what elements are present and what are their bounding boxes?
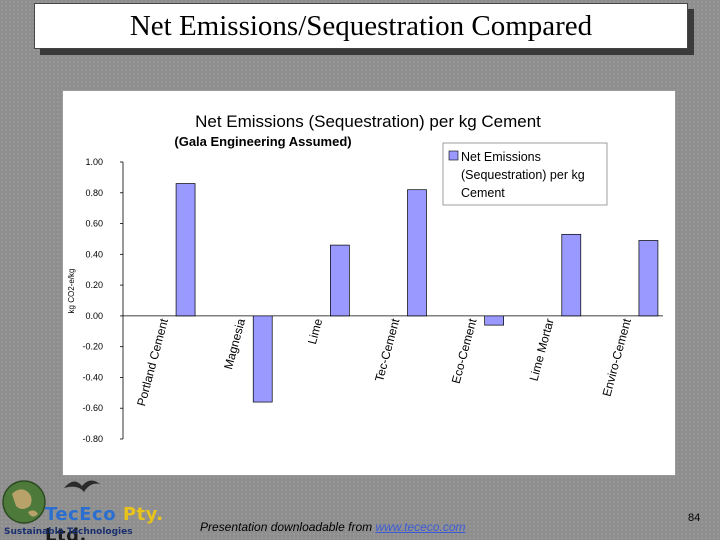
y-tick-label: 1.00 <box>85 157 103 167</box>
legend-line-2: (Sequestration) per kg <box>461 168 585 182</box>
category-label: Eco-Cement <box>449 316 480 385</box>
logo-tagline: Sustainable Technologies <box>4 527 133 537</box>
footer-link[interactable]: www.tececo.com <box>375 520 466 534</box>
logo-brand-tec: TecEco <box>45 504 117 525</box>
category-label: Portland Cement <box>134 316 171 407</box>
legend-box <box>442 142 608 206</box>
logo-brand-pty: Pty. <box>116 504 164 525</box>
legend-line-3: Cement <box>461 186 505 200</box>
logo-brand-ltd: Ltd. <box>45 525 87 540</box>
bar <box>561 233 582 317</box>
chart-panel: Net Emissions (Sequestration) per kg Cem… <box>62 90 676 476</box>
y-tick-label: -0.60 <box>82 403 103 413</box>
chart-subtitle: (Gala Engineering Assumed) <box>174 134 351 149</box>
tececo-logo: TecEco Pty. Ltd. Sustainable Technologie… <box>0 470 200 540</box>
y-tick-label: -0.40 <box>82 372 103 382</box>
bird-icon <box>64 480 100 492</box>
category-label: Magnesia <box>221 317 248 371</box>
footer-prefix: Presentation downloadable from <box>200 520 376 534</box>
legend-swatch <box>448 150 459 161</box>
y-tick-label: 0.20 <box>85 280 103 290</box>
bar <box>175 183 196 317</box>
slide-title: Net Emissions/Sequestration Compared <box>34 3 688 49</box>
chart-legend: Net Emissions (Sequestration) per kg Cem… <box>442 142 608 206</box>
y-tick-label: 0.60 <box>85 219 103 229</box>
bar-chart: Net Emissions (Sequestration) per kg Cem… <box>67 112 663 444</box>
page-number: 84 <box>688 512 701 524</box>
y-tick-label: 0.40 <box>85 249 103 259</box>
footer-text: Presentation downloadable from www.tecec… <box>200 520 465 534</box>
category-label: Lime Mortar <box>527 317 557 382</box>
category-label: Tec-Cement <box>372 316 402 383</box>
category-label: Lime <box>305 317 325 346</box>
category-label-layer: Portland Cement Magnesia Lime Tec-Cement Eco… <box>134 316 634 407</box>
bar <box>330 244 350 317</box>
axis-layer: 1.00 0.80 0.60 0.40 0.20 0.00 -0.20 -0.40 -0.60 -… <box>82 157 663 444</box>
bar <box>252 315 273 403</box>
legend-line-1: Net Emissions <box>461 150 541 164</box>
bar <box>638 240 659 317</box>
bar <box>407 189 427 317</box>
category-label: Enviro-Cement <box>600 316 634 398</box>
logo-brand: TecEco Pty. Ltd. <box>45 504 200 540</box>
y-tick-label: -0.80 <box>82 434 103 444</box>
y-tick-label: -0.20 <box>82 342 103 352</box>
y-tick-label: 0.80 <box>85 188 103 198</box>
y-tick-label: 0.00 <box>85 311 103 321</box>
bar <box>484 315 504 326</box>
y-axis-label: kg CO2-e/kg <box>67 269 76 314</box>
bar-layer <box>175 183 659 403</box>
chart-title: Net Emissions (Sequestration) per kg Cem… <box>195 112 541 131</box>
globe-icon <box>2 480 46 524</box>
